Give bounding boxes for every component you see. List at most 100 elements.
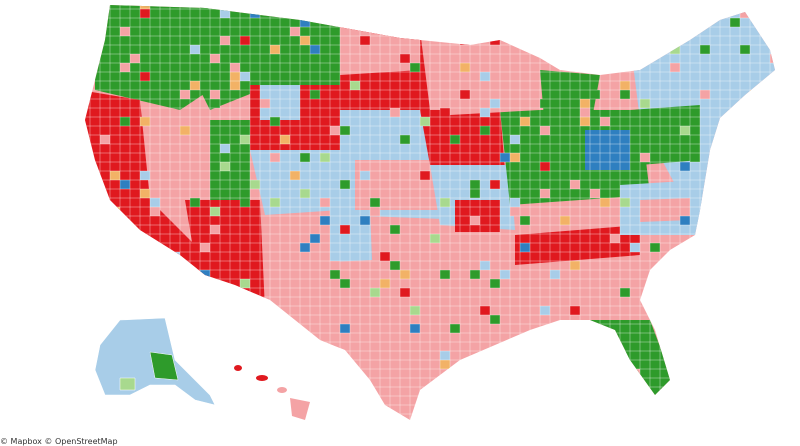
county-patch [510,153,520,162]
county-patch [720,216,730,225]
county-patch [340,324,350,333]
county-patch [200,36,210,45]
county-patch [680,396,690,405]
county-patch [520,189,530,198]
county-patch [750,90,760,99]
region-iowa [420,110,505,170]
county-patch [690,369,700,378]
county-patch [300,18,310,27]
county-patch [250,333,260,342]
county-patch [680,27,690,36]
county-patch [370,198,380,207]
county-patch [760,333,770,342]
county-patch [730,126,740,135]
county-patch [120,423,130,432]
county-patch [760,153,770,162]
county-patch [110,207,120,216]
county-patch [360,171,370,180]
county-patch [740,9,750,18]
county-patch [270,5,280,9]
county-patch [140,117,150,126]
county-patch [340,180,350,189]
county-patch [140,171,150,180]
county-patch [600,279,610,288]
county-patch [200,5,210,9]
county-patch [540,306,550,315]
county-patch [680,126,690,135]
county-patch [430,9,440,18]
county-patch [620,198,630,207]
county-patch [560,9,570,18]
county-patch [510,135,520,144]
county-patch [770,270,775,279]
county-patch [510,162,520,171]
county-patch [240,36,250,45]
county-patch [430,234,440,243]
county-patch [480,72,490,81]
county-patch [350,81,360,90]
county-patch [740,162,750,171]
county-patch [420,9,430,18]
county-patch [440,108,450,117]
county-patch [750,225,760,234]
county-patch [220,387,230,396]
county-patch [490,279,500,288]
county-patch [310,90,320,99]
county-patch [530,369,540,378]
region-kansas [355,160,440,210]
county-patch [400,135,410,144]
county-patch [180,90,190,99]
county-patch [550,270,560,279]
county-patch [600,405,610,414]
county-patch [150,126,160,135]
county-patch [200,270,210,279]
county-patch [600,423,610,432]
county-patch [220,36,230,45]
region-ohio [585,130,630,170]
county-patch [160,153,170,162]
county-patch [370,288,380,297]
county-patch [490,396,500,405]
county-patch [500,18,510,27]
alaska[interactable] [94,317,216,406]
county-patch [580,99,590,108]
county-patch [630,243,640,252]
region-arizona [185,200,265,310]
county-patch [130,54,140,63]
county-patch [410,162,420,171]
county-patch [170,252,180,261]
county-patch [460,90,470,99]
county-patch [730,387,740,396]
county-patch [570,423,580,432]
county-patch [320,288,330,297]
county-patch [240,135,250,144]
county-patch [730,153,740,162]
county-patch [700,90,710,99]
hawaii[interactable] [234,365,310,420]
county-patch [420,324,430,333]
county-patch [550,45,560,54]
county-patch [380,414,390,420]
county-patch [450,135,460,144]
county-patch [450,324,460,333]
county-patch [120,27,130,36]
county-patch [330,270,340,279]
county-patch [640,99,650,108]
county-patch [550,36,560,45]
county-patch [760,90,770,99]
county-patch [100,135,110,144]
county-patch [280,315,290,324]
county-patch [340,9,350,18]
hawaii-big-island [290,398,310,420]
county-patch [280,333,290,342]
county-patch [460,243,470,252]
county-patch [390,108,400,117]
county-patch [220,162,230,171]
county-patch [400,54,410,63]
alaska-green [149,351,179,381]
county-patch [400,18,410,27]
county-patch [520,117,530,126]
county-patch [460,63,470,72]
county-patch [300,387,310,396]
